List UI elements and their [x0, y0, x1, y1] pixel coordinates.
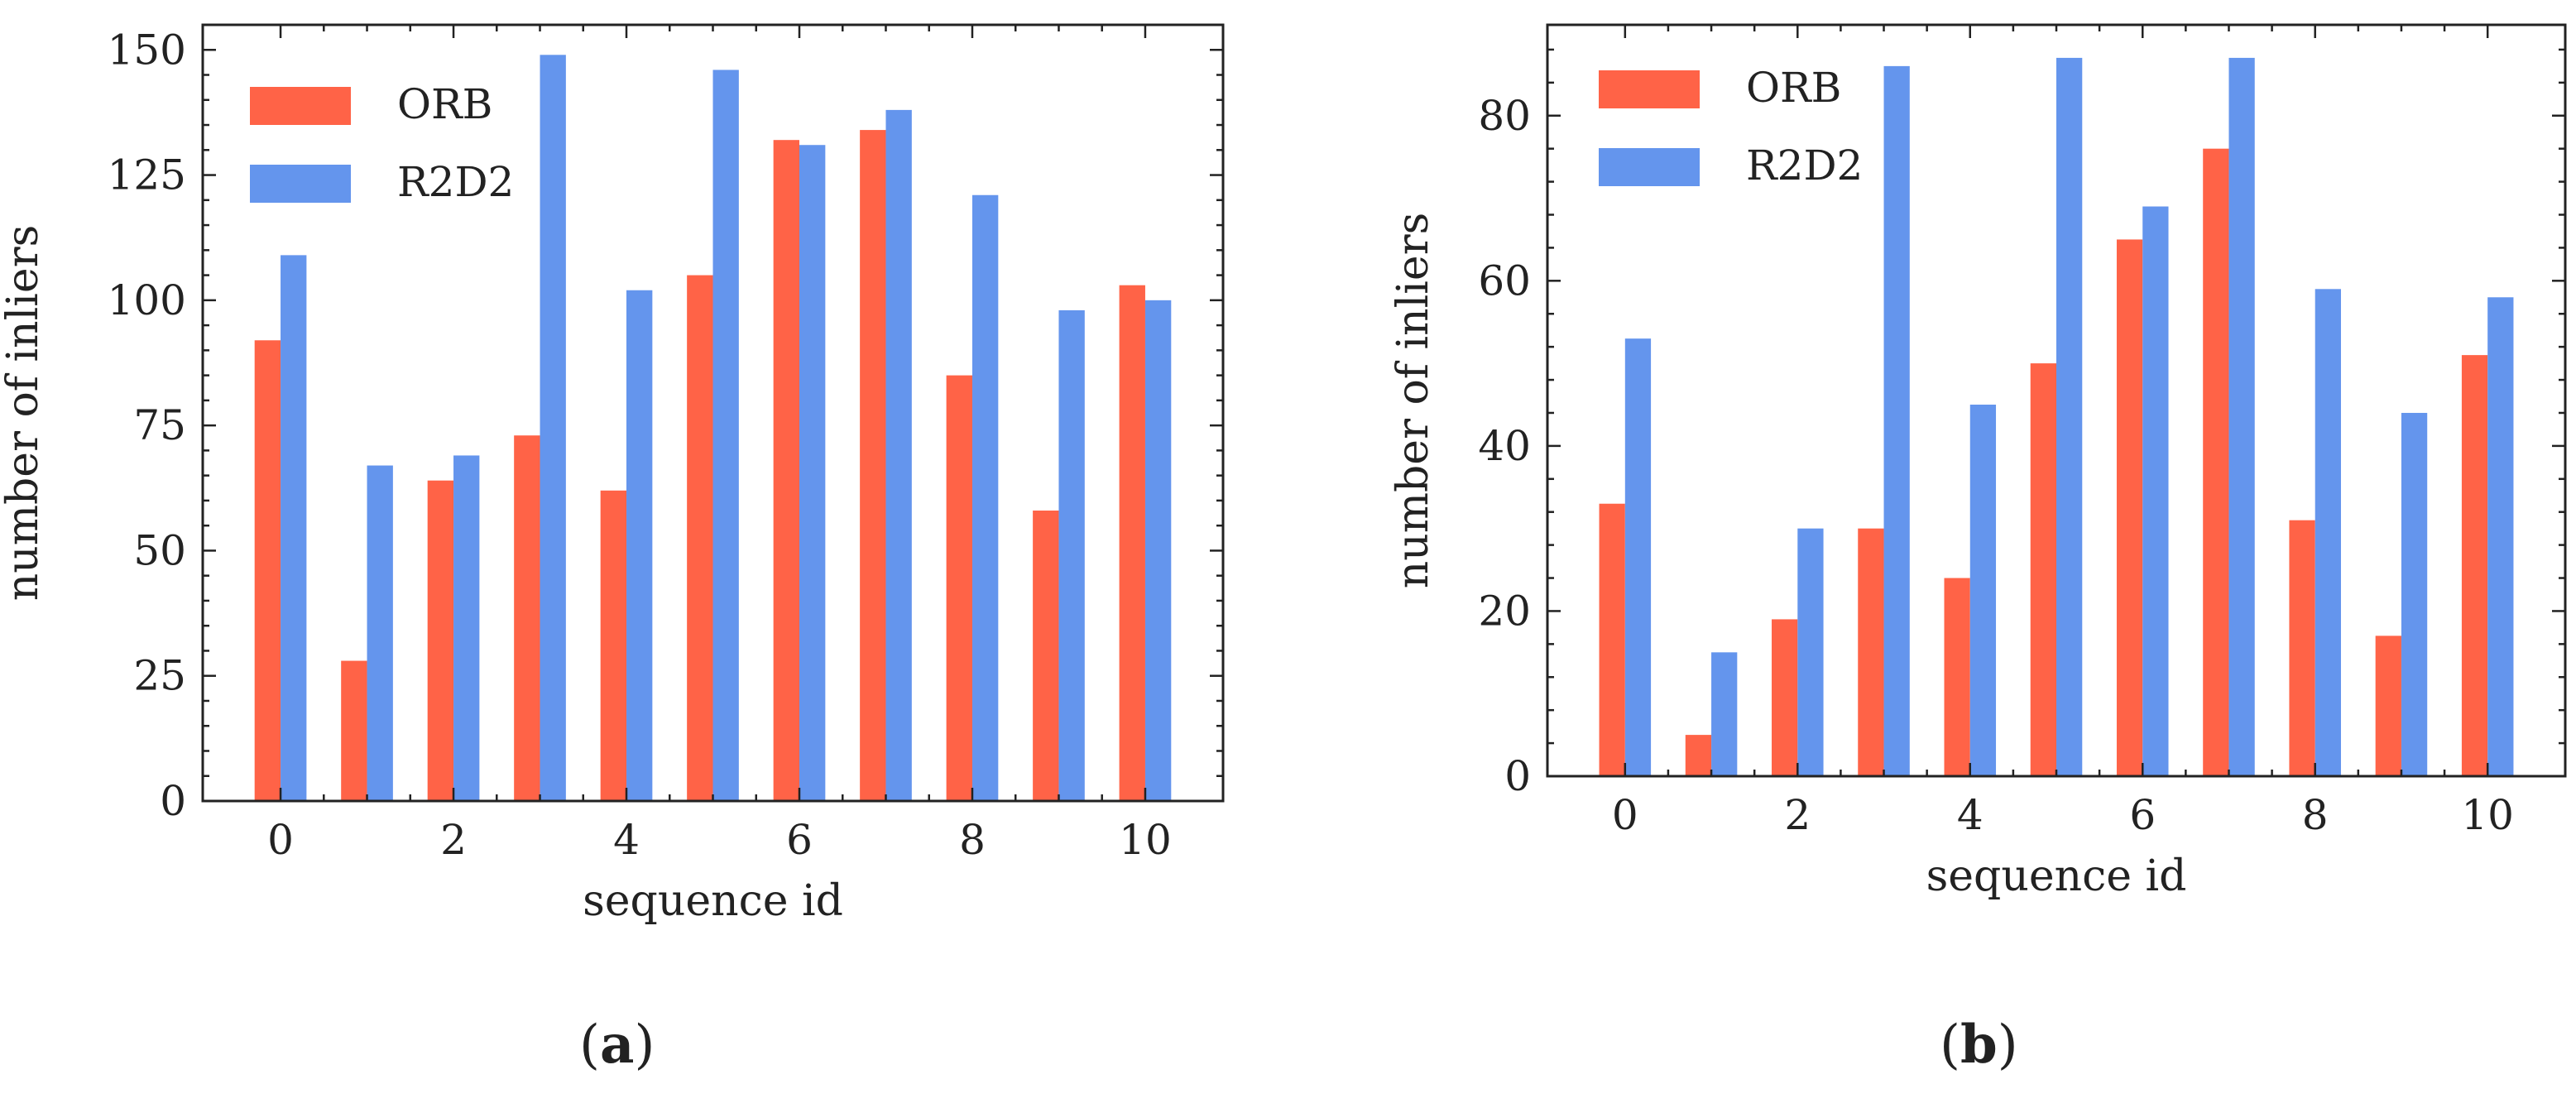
chart-b-bar-r2d2-5 [2056, 57, 2083, 776]
chart-a-legend-swatch-orb [250, 87, 351, 125]
chart-b-bar-orb-1 [1685, 735, 1712, 776]
chart-b: 0 20 40 60 80 0 2 4 6 8 10 sequence id number of inl… [1389, 23, 2567, 901]
chart-b-bar-orb-10 [2461, 355, 2488, 776]
chart-b-bar-orb-6 [2116, 239, 2143, 776]
chart-a-bar-r2d2-8 [971, 194, 999, 802]
chart-a-bar-orb-3 [514, 435, 540, 801]
chart-b-bar-orb-7 [2203, 148, 2229, 776]
chart-b-bar-orb-8 [2289, 520, 2315, 776]
chart-a-bar-orb-4 [600, 490, 627, 801]
chart-a-bar-orb-2 [427, 480, 454, 801]
chart-b-bar-r2d2-6 [2142, 206, 2169, 776]
chart-b-xlabel: sequence id [1926, 851, 2187, 901]
chart-a-ytick-label-25: 25 [133, 652, 186, 700]
chart-a-bar-orb-8 [946, 375, 972, 801]
chart-a-ytick-label-125: 125 [108, 151, 186, 199]
chart-a-ytick-label-100: 100 [108, 276, 186, 324]
chart-a-legend-label-r2d2: R2D2 [397, 158, 514, 206]
chart-a-bar-orb-10 [1119, 285, 1145, 802]
chart-b-bar-r2d2-1 [1711, 652, 1738, 776]
chart-a-bar-orb-9 [1033, 511, 1059, 801]
chart-b-xtick-label-2: 2 [1784, 791, 1811, 839]
chart-b-ytick-label-20: 20 [1478, 587, 1531, 635]
chart-a-ytick-label-50: 50 [133, 526, 186, 574]
chart-b-ytick-label-60: 60 [1478, 257, 1531, 305]
chart-b-bar-r2d2-2 [1797, 528, 1824, 776]
chart-b-bar-r2d2-8 [2315, 289, 2341, 776]
chart-b-xtick-label-6: 6 [2129, 791, 2156, 839]
chart-b-bar-orb-2 [1772, 619, 1798, 776]
chart-b-legend-swatch-r2d2 [1599, 148, 1700, 186]
chart-a-bar-r2d2-6 [799, 145, 826, 801]
chart-a-legend-label-orb: ORB [397, 80, 492, 128]
chart-a-bar-r2d2-4 [626, 290, 653, 801]
chart-b-legend-label-orb: ORB [1746, 64, 1841, 112]
chart-b-bar-r2d2-3 [1883, 65, 1910, 776]
caption-b-label: b [1960, 1014, 1998, 1076]
chart-a-xtick-label-0: 0 [267, 816, 294, 864]
chart-b-ylabel: number of inliers [1389, 213, 1438, 589]
chart-a-bar-r2d2-9 [1058, 309, 1085, 802]
chart-b-ytick-label-40: 40 [1478, 422, 1531, 470]
chart-b-legend-label-r2d2: R2D2 [1746, 141, 1863, 189]
chart-b-bar-orb-0 [1599, 503, 1625, 776]
chart-b-xtick-label-10: 10 [2461, 791, 2514, 839]
chart-a-bar-r2d2-2 [453, 455, 480, 801]
chart-a-ytick-label-150: 150 [108, 26, 186, 74]
chart-a-bar-r2d2-10 [1144, 300, 1172, 801]
chart-a-ytick-label-75: 75 [133, 401, 186, 449]
chart-a-xtick-label-2: 2 [440, 816, 467, 864]
chart-a-bar-r2d2-5 [712, 70, 739, 801]
chart-a-legend-swatch-r2d2 [250, 165, 351, 203]
chart-a-bar-orb-0 [254, 340, 281, 802]
chart-b-ytick-label-0: 0 [1504, 752, 1531, 800]
chart-b-bar-orb-5 [2030, 363, 2056, 776]
chart-a-ylabel: number of inliers [0, 225, 48, 602]
chart-b-xtick-label-0: 0 [1612, 791, 1638, 839]
chart-a-bar-orb-5 [687, 275, 713, 801]
chart-b-bar-orb-4 [1944, 578, 1970, 776]
chart-a-bar-r2d2-1 [367, 465, 393, 801]
chart-a-bar-r2d2-3 [540, 55, 566, 801]
chart-b-bar-orb-3 [1858, 528, 1884, 776]
chart-a-bar-orb-1 [341, 660, 367, 801]
chart-a-bar-orb-6 [773, 140, 799, 801]
caption-b: (b) [1940, 1014, 2018, 1076]
chart-a-ytick-label-0: 0 [160, 777, 186, 825]
chart-a: 0 25 50 75 100 125 150 0 2 4 6 8 10 sequence id number… [0, 23, 1225, 926]
caption-a-label: a [599, 1014, 635, 1076]
chart-b-xtick-label-8: 8 [2302, 791, 2329, 839]
chart-b-bar-r2d2-10 [2487, 297, 2514, 776]
chart-a-xlabel: sequence id [583, 876, 843, 926]
chart-b-bar-r2d2-0 [1624, 338, 1652, 777]
chart-b-bar-r2d2-9 [2401, 412, 2428, 776]
chart-b-legend-swatch-orb [1599, 70, 1700, 108]
chart-a-xtick-label-6: 6 [786, 816, 813, 864]
chart-b-bar-orb-9 [2375, 636, 2401, 776]
chart-b-ytick-label-80: 80 [1478, 92, 1531, 140]
chart-b-xtick-label-4: 4 [1957, 791, 1984, 839]
chart-a-xtick-label-10: 10 [1119, 816, 1172, 864]
chart-b-bar-r2d2-4 [1969, 404, 1997, 776]
chart-b-bar-r2d2-7 [2228, 57, 2255, 776]
chart-a-bar-r2d2-0 [281, 255, 307, 801]
caption-a: (a) [579, 1014, 655, 1076]
chart-a-bar-orb-7 [860, 130, 886, 802]
chart-a-xtick-label-4: 4 [613, 816, 640, 864]
chart-a-bar-r2d2-7 [885, 109, 912, 801]
chart-a-xtick-label-8: 8 [959, 816, 986, 864]
